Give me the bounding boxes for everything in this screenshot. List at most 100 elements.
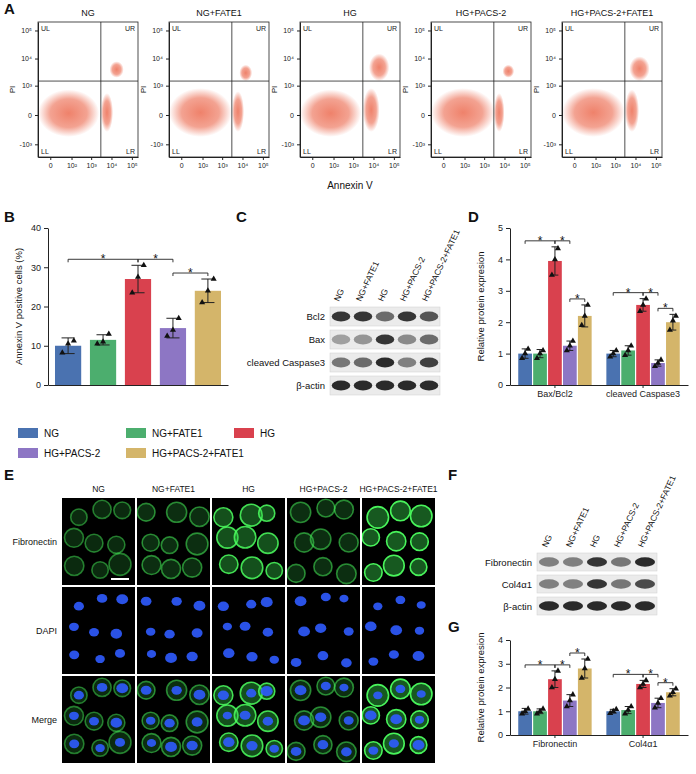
dapi-nucleus bbox=[413, 651, 425, 661]
tick-label: 0 bbox=[421, 112, 425, 119]
quadrant-label: UR bbox=[256, 25, 266, 32]
tick: 10³ bbox=[415, 82, 431, 89]
fibronectin-stain bbox=[337, 564, 357, 584]
fibronectin-stain bbox=[241, 557, 263, 579]
cell-population bbox=[101, 93, 113, 132]
tick: 0 bbox=[498, 380, 510, 390]
tick: 1 bbox=[498, 349, 510, 359]
data-point bbox=[164, 332, 170, 337]
cell-population bbox=[232, 91, 244, 132]
axis: 012345 bbox=[498, 223, 511, 390]
blot-band bbox=[635, 601, 655, 610]
data-point bbox=[552, 256, 558, 261]
tick: 0 bbox=[552, 112, 562, 119]
tick-mark bbox=[643, 385, 644, 388]
fibronectin-stain bbox=[335, 678, 354, 697]
tick-mark bbox=[72, 157, 73, 160]
fibronectin-stain bbox=[214, 686, 233, 705]
data-point bbox=[658, 695, 664, 700]
tick: -10³ bbox=[544, 141, 562, 148]
tick-mark bbox=[44, 228, 48, 229]
quadrant-label: UR bbox=[387, 25, 397, 32]
tick-label: 1 bbox=[498, 349, 503, 359]
micrograph-content bbox=[214, 682, 283, 757]
data-point bbox=[564, 347, 570, 352]
lane-label: HG+PACS-2+FATE1 bbox=[420, 228, 462, 303]
blot-band bbox=[539, 601, 559, 610]
micrograph bbox=[137, 676, 210, 763]
dapi-nucleus bbox=[291, 747, 302, 756]
fibronectin-stain bbox=[411, 711, 429, 729]
gate-line bbox=[624, 22, 625, 157]
column-label: NG bbox=[92, 484, 105, 494]
tick-mark bbox=[297, 59, 300, 60]
fibronectin-stain bbox=[258, 711, 278, 731]
micrograph-content bbox=[141, 597, 206, 663]
tick-mark bbox=[166, 144, 169, 145]
tick-mark bbox=[428, 144, 431, 145]
fibronectin-stain bbox=[410, 683, 432, 705]
tick-mark bbox=[635, 157, 636, 160]
fibronectin-stain bbox=[410, 505, 432, 527]
y-axis-title: PI bbox=[270, 86, 279, 94]
significance-label: * bbox=[626, 667, 631, 681]
tick: 10⁴ bbox=[545, 55, 562, 62]
tick: 0 bbox=[290, 112, 300, 119]
tick-mark bbox=[44, 267, 48, 268]
fibronectin-stain bbox=[108, 536, 125, 553]
micrograph-content bbox=[69, 594, 128, 663]
dapi-nucleus bbox=[318, 651, 329, 660]
blot-band bbox=[332, 335, 350, 345]
tick-mark bbox=[643, 735, 644, 738]
tick-label: 5 bbox=[498, 223, 503, 233]
dapi-nucleus bbox=[373, 691, 382, 699]
data-point bbox=[640, 301, 646, 306]
gate-line bbox=[231, 22, 232, 157]
western-blot: NGNG+FATE1HGHG+PACS-2HG+PACS-2+FATE1Bcl2… bbox=[247, 228, 462, 395]
axis-line bbox=[511, 385, 689, 386]
gate-line bbox=[38, 81, 138, 82]
legend-label: NG bbox=[44, 428, 59, 439]
tick-mark bbox=[312, 157, 313, 160]
tick: 0 bbox=[180, 157, 184, 169]
dapi-nucleus bbox=[368, 657, 378, 665]
axis bbox=[49, 385, 229, 386]
micrograph-content bbox=[137, 502, 209, 578]
significance-label: * bbox=[188, 266, 193, 280]
dapi-nucleus bbox=[165, 653, 177, 663]
plot-area bbox=[518, 245, 680, 385]
density-plot: 010²10³10⁴10⁵-10³010³10⁴10⁵ULURLLLRNG+FA… bbox=[139, 8, 270, 169]
blot-band bbox=[376, 358, 394, 368]
data-point bbox=[176, 315, 182, 320]
quadrant-label: UL bbox=[41, 25, 50, 32]
dapi-nucleus bbox=[373, 602, 382, 610]
gate-line bbox=[300, 81, 400, 82]
lane-label: NG bbox=[332, 287, 346, 303]
fibronectin-stain bbox=[65, 556, 84, 575]
fibronectin-stain bbox=[220, 733, 238, 751]
dapi-nucleus bbox=[164, 630, 174, 639]
data-point bbox=[567, 342, 573, 347]
tick-mark bbox=[44, 307, 48, 308]
tick: 30 bbox=[31, 263, 48, 273]
micrograph-content bbox=[218, 597, 279, 664]
bar-chart: 012345Bax/Bcl2cleaved Caspase3Relative p… bbox=[475, 223, 689, 399]
tick-label: 10⁵ bbox=[651, 162, 662, 169]
micrograph-content bbox=[64, 500, 131, 579]
blot-band bbox=[563, 557, 583, 566]
tick: 10⁴ bbox=[152, 55, 169, 62]
tick-label: 10³ bbox=[546, 82, 557, 89]
y-axis-title: PI bbox=[401, 86, 410, 94]
tick: 10² bbox=[67, 157, 78, 169]
tick-mark bbox=[166, 30, 169, 31]
quadrant-label: LL bbox=[565, 148, 573, 155]
tick-label: 10² bbox=[329, 162, 340, 169]
fibronectin-stain bbox=[92, 562, 109, 579]
tick: 10⁴ bbox=[369, 157, 380, 169]
fibronectin-stain bbox=[391, 679, 411, 699]
tick-label: 0 bbox=[498, 380, 503, 390]
tick-mark bbox=[394, 157, 395, 160]
plot-frame bbox=[562, 22, 662, 157]
dapi-nucleus bbox=[164, 719, 174, 728]
tick: 3 bbox=[498, 286, 510, 296]
